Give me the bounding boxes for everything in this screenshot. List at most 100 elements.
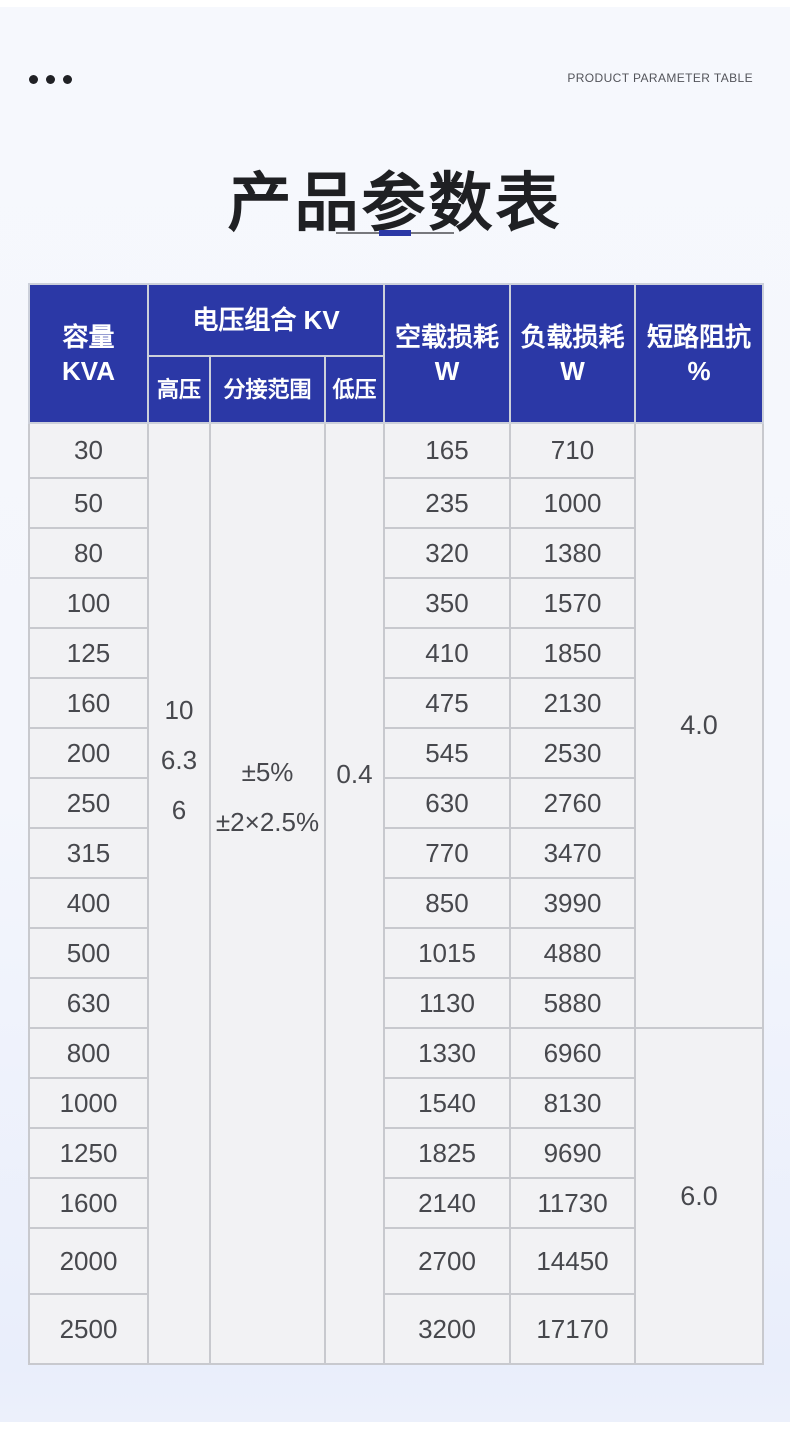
table-row: 400 850 3990 <box>28 877 763 929</box>
header-load-line1: 负载损耗 <box>520 321 625 352</box>
cell-load-loss: 5880 <box>509 977 636 1029</box>
header-load-loss: 负载损耗 W <box>509 283 636 424</box>
header-capacity: 容量 KVA <box>28 283 149 424</box>
hv-value: 6 <box>171 795 187 825</box>
lv-values: 0.4 <box>326 749 383 799</box>
table-row: 160 475 2130 <box>28 677 763 729</box>
header-no-load-loss: 空载损耗 W <box>383 283 511 424</box>
cell-load-loss: 17170 <box>509 1293 636 1365</box>
cell-load-loss: 1570 <box>509 577 636 629</box>
cell-capacity: 400 <box>28 877 149 929</box>
cell-capacity: 500 <box>28 927 149 979</box>
cell-load-loss: 2760 <box>509 777 636 829</box>
cell-impedance-merged: 6.0 <box>634 1027 764 1365</box>
table-row: 100 350 1570 <box>28 577 763 629</box>
cell-load-loss: 6960 <box>509 1027 636 1079</box>
cell-load-loss: 2530 <box>509 727 636 779</box>
cell-lv-merged: 0.4 <box>324 422 385 1365</box>
cell-capacity: 125 <box>28 627 149 679</box>
cell-load-loss: 8130 <box>509 1077 636 1129</box>
cell-capacity: 30 <box>28 422 149 479</box>
cell-no-load-loss: 2700 <box>383 1227 511 1295</box>
table-row: 315 770 3470 <box>28 827 763 879</box>
cell-capacity: 630 <box>28 977 149 1029</box>
cell-no-load-loss: 630 <box>383 777 511 829</box>
header-capacity-line1: 容量 <box>62 321 115 352</box>
table-row: 80 320 1380 <box>28 527 763 579</box>
table-row: 2500 3200 17170 <box>28 1293 763 1365</box>
header-hv: 高压 <box>147 355 211 424</box>
cell-load-loss: 11730 <box>509 1177 636 1229</box>
cell-no-load-loss: 1330 <box>383 1027 511 1079</box>
cell-no-load-loss: 3200 <box>383 1293 511 1365</box>
header-tap-range: 分接范围 <box>209 355 326 424</box>
cell-no-load-loss: 1825 <box>383 1127 511 1179</box>
tap-range-value: ±2×2.5% <box>215 807 320 837</box>
header-load-line2: W <box>560 355 585 386</box>
hv-value: 6.3 <box>160 745 198 775</box>
cell-no-load-loss: 410 <box>383 627 511 679</box>
table-row: 500 1015 4880 <box>28 927 763 979</box>
cell-capacity: 200 <box>28 727 149 779</box>
table-row: 125 410 1850 <box>28 627 763 679</box>
cell-capacity: 50 <box>28 477 149 529</box>
cell-no-load-loss: 770 <box>383 827 511 879</box>
header-capacity-line2: KVA <box>62 355 115 386</box>
cell-no-load-loss: 320 <box>383 527 511 579</box>
cell-no-load-loss: 1130 <box>383 977 511 1029</box>
title-divider <box>336 230 454 236</box>
cell-no-load-loss: 1540 <box>383 1077 511 1129</box>
hv-value: 10 <box>164 695 194 725</box>
table-row: 1250 1825 9690 <box>28 1127 763 1179</box>
cell-capacity: 250 <box>28 777 149 829</box>
tap-range-values: ±5% ±2×2.5% <box>211 747 324 847</box>
lv-value: 0.4 <box>336 759 373 789</box>
table-row: 250 630 2760 <box>28 777 763 829</box>
divider-accent <box>379 230 411 236</box>
tap-range-value: ±5% <box>241 757 294 787</box>
cell-capacity: 2000 <box>28 1227 149 1295</box>
cell-capacity: 80 <box>28 527 149 579</box>
subtitle-en: PRODUCT PARAMETER TABLE <box>567 71 753 85</box>
cell-no-load-loss: 235 <box>383 477 511 529</box>
cell-capacity: 1250 <box>28 1127 149 1179</box>
cell-load-loss: 1850 <box>509 627 636 679</box>
product-parameter-table: 容量 KVA 电压组合 KV 空载损耗 W 负载损耗 W 短路阻抗 % 高压 分… <box>28 283 764 1365</box>
cell-capacity: 2500 <box>28 1293 149 1365</box>
hv-values: 10 6.3 6 <box>149 685 209 835</box>
cell-load-loss: 1380 <box>509 527 636 579</box>
cell-load-loss: 4880 <box>509 927 636 979</box>
cell-load-loss: 1000 <box>509 477 636 529</box>
cell-no-load-loss: 475 <box>383 677 511 729</box>
cell-impedance-merged: 4.0 <box>634 422 764 1029</box>
header-no-load-line2: W <box>434 355 460 386</box>
cell-no-load-loss: 350 <box>383 577 511 629</box>
header-impedance-line1: 短路阻抗 <box>646 321 751 352</box>
page-title: 产品参数表 <box>227 166 563 239</box>
table-row: 1000 1540 8130 <box>28 1077 763 1129</box>
dot-icon <box>29 75 38 84</box>
cell-no-load-loss: 165 <box>383 422 511 479</box>
header-no-load-line1: 空载损耗 <box>394 321 499 352</box>
cell-tap-range-merged: ±5% ±2×2.5% <box>209 422 326 1365</box>
header-impedance: 短路阻抗 % <box>634 283 764 424</box>
cell-capacity: 1600 <box>28 1177 149 1229</box>
dot-icon <box>63 75 72 84</box>
cell-load-loss: 710 <box>509 422 636 479</box>
cell-load-loss: 9690 <box>509 1127 636 1179</box>
dot-icon <box>46 75 55 84</box>
table-row: 1600 2140 11730 <box>28 1177 763 1229</box>
header-voltage-group: 电压组合 KV <box>147 283 385 357</box>
cell-no-load-loss: 850 <box>383 877 511 929</box>
cell-load-loss: 3990 <box>509 877 636 929</box>
table-row: 2000 2700 14450 <box>28 1227 763 1295</box>
table-row: 630 1130 5880 <box>28 977 763 1029</box>
table-row: 50 235 1000 <box>28 477 763 529</box>
cell-no-load-loss: 545 <box>383 727 511 779</box>
header-lv: 低压 <box>324 355 385 424</box>
table-row: 800 1330 6960 6.0 <box>28 1027 764 1365</box>
table-row: 30 10 6.3 6 ±5% ±2×2.5% 0.4 165 710 4.0 <box>28 422 764 1365</box>
cell-load-loss: 3470 <box>509 827 636 879</box>
cell-capacity: 160 <box>28 677 149 729</box>
cell-hv-merged: 10 6.3 6 <box>147 422 211 1365</box>
